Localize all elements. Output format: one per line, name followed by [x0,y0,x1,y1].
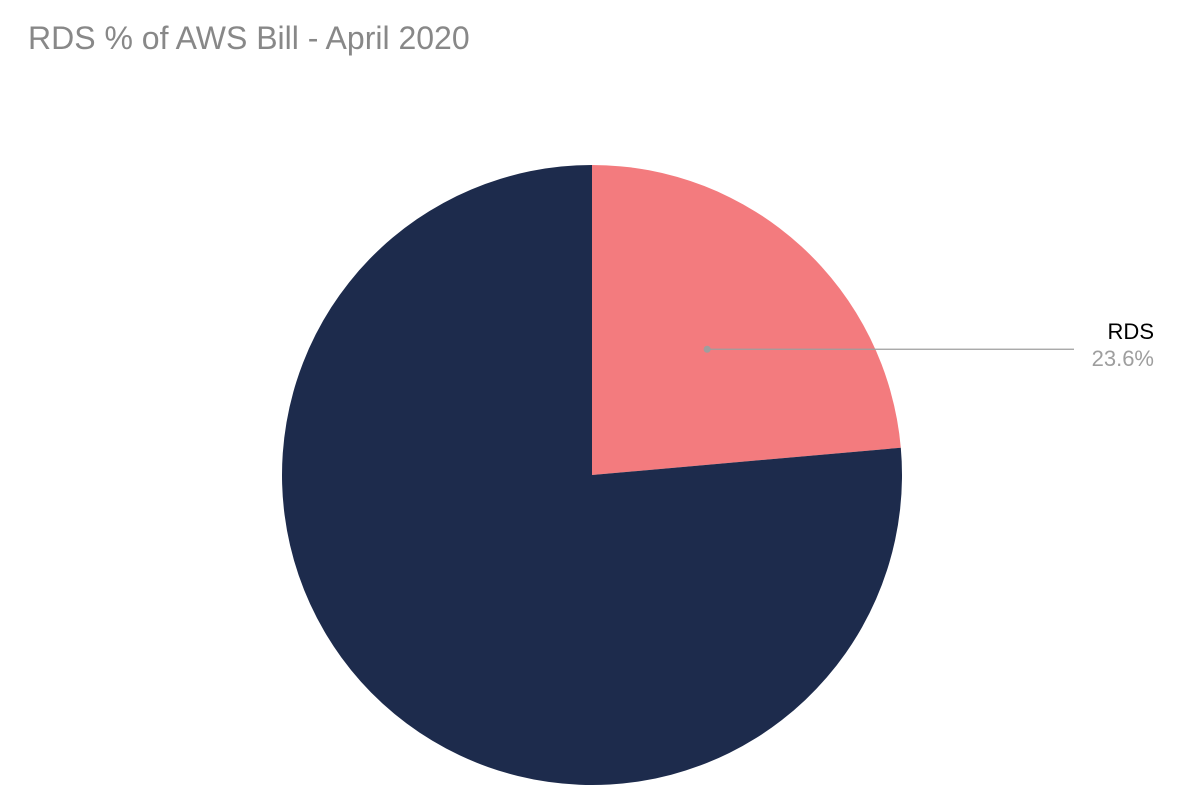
chart-title: RDS % of AWS Bill - April 2020 [28,20,470,57]
callout-percent: 23.6% [1092,346,1154,372]
slice-callout: RDS 23.6% [1092,319,1154,372]
callout-dot-icon [704,346,711,353]
pie-slice-rds [592,165,901,475]
pie-svg [0,80,1184,808]
pie-chart: RDS 23.6% [0,80,1184,728]
callout-name: RDS [1092,319,1154,345]
